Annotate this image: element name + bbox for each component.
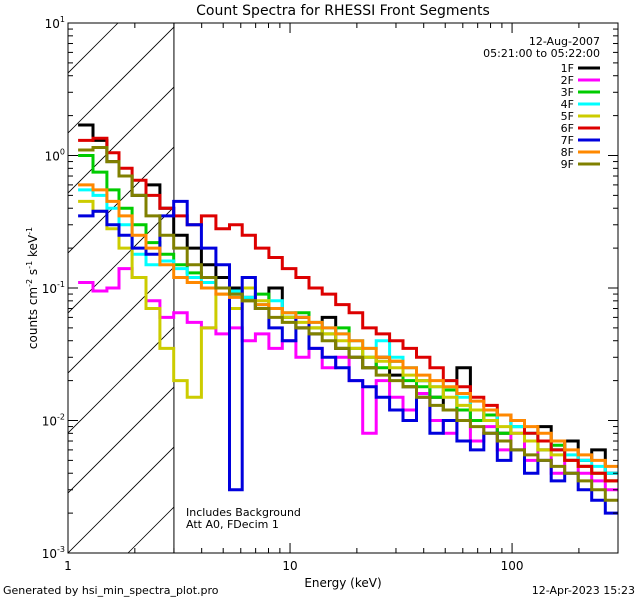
y-tick-label: 10-3 — [42, 545, 65, 561]
legend-label: 1F — [561, 62, 574, 75]
timestamp-label: 12-Apr-2023 15:23 — [531, 584, 635, 597]
legend-label: 3F — [561, 86, 574, 99]
background-annotation: Includes Background — [186, 506, 301, 519]
chart-title: Count Spectra for RHESSI Front Segments — [196, 3, 490, 19]
x-tick-label: 100 — [501, 559, 524, 573]
y-axis: 101 100 10-1 10-2 10-3 — [42, 15, 618, 561]
time-range-label: 05:21:00 to 05:22:00 — [483, 47, 600, 60]
attenuator-annotation: Att A0, FDecim 1 — [186, 518, 279, 531]
x-axis-label: Energy (keV) — [304, 576, 381, 590]
legend-label: 8F — [561, 146, 574, 159]
series-8f — [78, 183, 618, 468]
legend-label: 6F — [561, 122, 574, 135]
y-tick-label: 100 — [45, 148, 65, 164]
hatch-line — [68, 386, 174, 494]
y-axis-label: counts cm-2 s-1 keV-1 — [25, 227, 40, 349]
series-9f — [78, 146, 618, 502]
y-label-exp2: -1 — [25, 261, 34, 269]
hatch-line — [68, 86, 174, 194]
legend-label: 2F — [561, 74, 574, 87]
y-label-exp1: -2 — [25, 279, 34, 287]
legend-label: 5F — [561, 110, 574, 123]
series-1f — [78, 123, 618, 475]
hatch-line — [68, 446, 174, 553]
x-tick-label: 10 — [282, 559, 297, 573]
hatch-line — [68, 26, 174, 134]
legend-label: 4F — [561, 98, 574, 111]
x-axis: 1 10 100 — [64, 23, 619, 573]
series-7f — [78, 199, 618, 515]
date-label: 12-Aug-2007 — [529, 35, 600, 48]
hatch-line — [68, 266, 174, 374]
x-tick-label: 1 — [64, 559, 72, 573]
y-label-main: counts cm — [26, 287, 40, 349]
y-label-tail: keV — [26, 234, 40, 261]
series-5f — [78, 199, 618, 483]
y-label-mid: s — [26, 269, 40, 279]
generated-by-label: Generated by hsi_min_spectra_plot.pro — [3, 584, 219, 597]
legend-label: 9F — [561, 158, 574, 171]
y-label-exp3: -1 — [25, 227, 34, 235]
series-layer — [78, 123, 618, 515]
y-tick-label: 10-1 — [42, 280, 65, 296]
y-tick-label: 10-2 — [42, 413, 65, 429]
y-tick-label: 101 — [45, 15, 65, 31]
legend-label: 7F — [561, 134, 574, 147]
